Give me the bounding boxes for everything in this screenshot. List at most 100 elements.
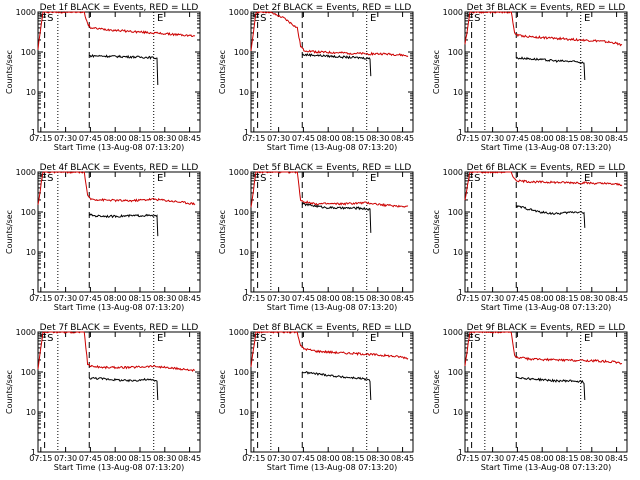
event-marker-label: S bbox=[260, 13, 266, 24]
y-tick-label: 1 bbox=[458, 128, 463, 137]
y-tick-label: 10 bbox=[26, 248, 36, 257]
event-marker-label: E bbox=[467, 333, 473, 344]
y-axis-label: Counts/sec bbox=[218, 370, 227, 414]
event-marker-label: E bbox=[253, 13, 259, 24]
x-tick-label: 08:30 bbox=[580, 294, 603, 303]
x-tick-label: 08:45 bbox=[391, 294, 414, 303]
event-marker-label: E bbox=[467, 13, 473, 24]
event-marker-label: E bbox=[157, 13, 163, 24]
y-tick-label: 1000 bbox=[443, 168, 463, 177]
y-tick-label: 10 bbox=[453, 408, 463, 417]
x-tick-label: 08:30 bbox=[366, 134, 389, 143]
y-axis-label: Counts/sec bbox=[432, 210, 441, 254]
panel-title: Det 9f BLACK = Events, RED = LLD bbox=[467, 323, 626, 333]
x-tick-label: 08:00 bbox=[317, 134, 340, 143]
x-tick-label: 07:30 bbox=[267, 294, 290, 303]
y-tick-label: 1 bbox=[244, 288, 249, 297]
x-tick-label: 08:00 bbox=[104, 134, 127, 143]
x-axis-label: Start Time (13-Aug-08 07:13:20) bbox=[481, 143, 612, 152]
panel-5: Det 5f BLACK = Events, RED = LLD 1 10 100 10… bbox=[218, 163, 414, 312]
x-tick-label: 07:30 bbox=[481, 134, 504, 143]
x-tick-label: 08:15 bbox=[555, 454, 578, 463]
x-tick-label: 08:45 bbox=[605, 134, 628, 143]
series-events-line bbox=[88, 376, 159, 401]
event-marker-label: E bbox=[584, 173, 590, 184]
x-tick-label: 08:15 bbox=[341, 134, 364, 143]
y-tick-label: 100 bbox=[234, 368, 249, 377]
y-axis-label: Counts/sec bbox=[218, 50, 227, 94]
y-tick-label: 10 bbox=[453, 88, 463, 97]
event-marker-label: E bbox=[157, 333, 163, 344]
plot-frame bbox=[250, 331, 414, 453]
x-axis-label: Start Time (13-Aug-08 07:13:20) bbox=[267, 463, 398, 472]
panel-title: Det 7f BLACK = Events, RED = LLD bbox=[40, 323, 199, 333]
x-tick-label: 07:15 bbox=[242, 134, 265, 143]
series-events-line bbox=[515, 204, 586, 228]
panel-1: Det 1f BLACK = Events, RED = LLD 1 10 100 10… bbox=[5, 3, 201, 152]
event-marker-label: S bbox=[260, 173, 266, 184]
x-tick-label: 08:45 bbox=[605, 294, 628, 303]
event-marker-label: E bbox=[40, 173, 46, 184]
y-tick-label: 10 bbox=[239, 408, 249, 417]
y-tick-label: 10 bbox=[26, 88, 36, 97]
y-tick-label: 100 bbox=[234, 208, 249, 217]
x-tick-label: 07:15 bbox=[242, 294, 265, 303]
x-tick-label: 07:15 bbox=[242, 454, 265, 463]
x-tick-label: 08:00 bbox=[531, 294, 554, 303]
series-lld-line bbox=[250, 11, 409, 58]
plot-frame bbox=[464, 11, 628, 133]
series-lld-line bbox=[250, 171, 409, 208]
x-tick-label: 08:45 bbox=[391, 454, 414, 463]
x-tick-label: 08:30 bbox=[580, 134, 603, 143]
x-tick-label: 07:30 bbox=[54, 454, 77, 463]
panel-4: Det 4f BLACK = Events, RED = LLD 1 10 100 10… bbox=[5, 163, 201, 312]
x-axis-label: Start Time (13-Aug-08 07:13:20) bbox=[54, 463, 185, 472]
y-axis-label: Counts/sec bbox=[432, 370, 441, 414]
event-marker-label: S bbox=[47, 13, 53, 24]
x-tick-label: 07:45 bbox=[292, 134, 315, 143]
series-lld-line bbox=[37, 171, 196, 206]
x-axis-label: Start Time (13-Aug-08 07:13:20) bbox=[481, 463, 612, 472]
panel-title: Det 3f BLACK = Events, RED = LLD bbox=[467, 3, 626, 13]
plot-frame bbox=[464, 171, 628, 293]
x-tick-label: 07:45 bbox=[79, 294, 102, 303]
x-tick-label: 08:00 bbox=[317, 294, 340, 303]
series-events-line bbox=[88, 213, 159, 237]
y-tick-label: 1 bbox=[244, 448, 249, 457]
series-lld-line bbox=[464, 171, 623, 201]
x-tick-label: 08:45 bbox=[605, 454, 628, 463]
x-tick-label: 08:45 bbox=[178, 134, 201, 143]
y-tick-label: 1 bbox=[31, 128, 36, 137]
panel-title: Det 4f BLACK = Events, RED = LLD bbox=[40, 163, 199, 173]
x-tick-label: 07:45 bbox=[79, 134, 102, 143]
event-marker-label: E bbox=[370, 13, 376, 24]
x-axis-label: Start Time (13-Aug-08 07:13:20) bbox=[54, 143, 185, 152]
series-lld-line bbox=[37, 331, 196, 373]
event-marker-label: S bbox=[47, 333, 53, 344]
y-tick-label: 10 bbox=[239, 248, 249, 257]
y-tick-label: 1000 bbox=[443, 8, 463, 17]
x-tick-label: 07:45 bbox=[292, 294, 315, 303]
panel-7: Det 7f BLACK = Events, RED = LLD 1 10 100 10… bbox=[5, 323, 201, 472]
x-tick-label: 07:45 bbox=[506, 454, 529, 463]
panel-6: Det 6f BLACK = Events, RED = LLD 1 10 100 10… bbox=[432, 163, 628, 312]
event-marker-label: S bbox=[474, 333, 480, 344]
x-tick-label: 08:00 bbox=[317, 454, 340, 463]
y-axis-label: Counts/sec bbox=[5, 50, 14, 94]
x-tick-label: 08:15 bbox=[128, 454, 151, 463]
plot-frame bbox=[464, 331, 628, 453]
x-tick-label: 07:30 bbox=[54, 134, 77, 143]
y-tick-label: 100 bbox=[234, 48, 249, 57]
series-events-line bbox=[301, 370, 372, 401]
x-tick-label: 07:15 bbox=[456, 294, 479, 303]
x-tick-label: 08:00 bbox=[531, 454, 554, 463]
x-tick-label: 07:45 bbox=[79, 454, 102, 463]
series-lld-line bbox=[464, 11, 623, 47]
series-lld-line bbox=[250, 331, 409, 367]
x-tick-label: 07:30 bbox=[481, 294, 504, 303]
series-lld-line bbox=[37, 11, 196, 50]
x-tick-label: 08:15 bbox=[341, 294, 364, 303]
x-tick-label: 08:00 bbox=[531, 134, 554, 143]
x-tick-label: 08:15 bbox=[555, 294, 578, 303]
